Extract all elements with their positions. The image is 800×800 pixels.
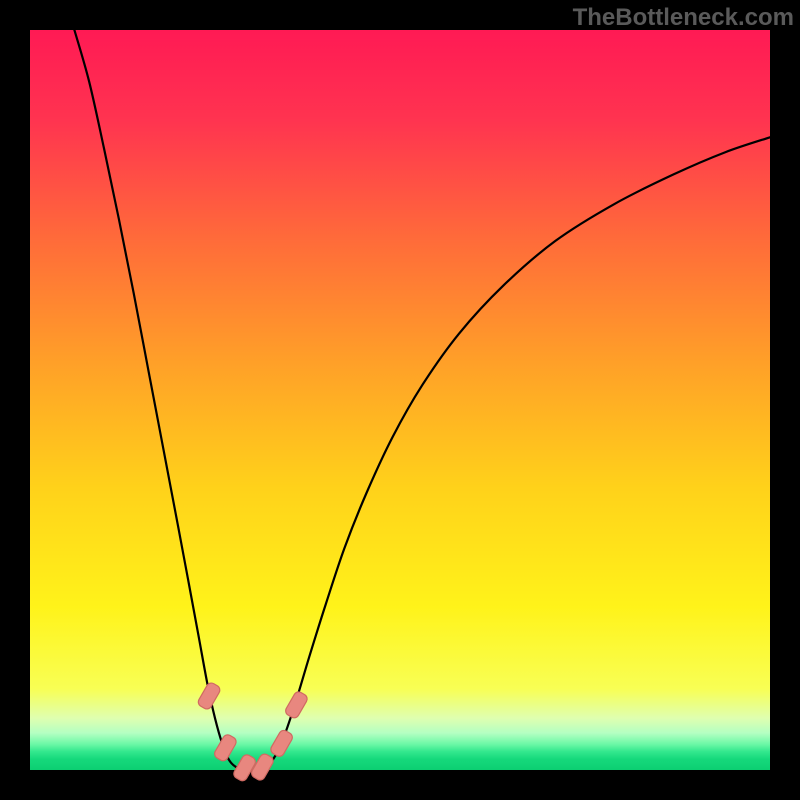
chart-background-gradient xyxy=(30,30,770,770)
chart-container: TheBottleneck.com xyxy=(0,0,800,800)
bottleneck-curve-chart xyxy=(0,0,800,800)
